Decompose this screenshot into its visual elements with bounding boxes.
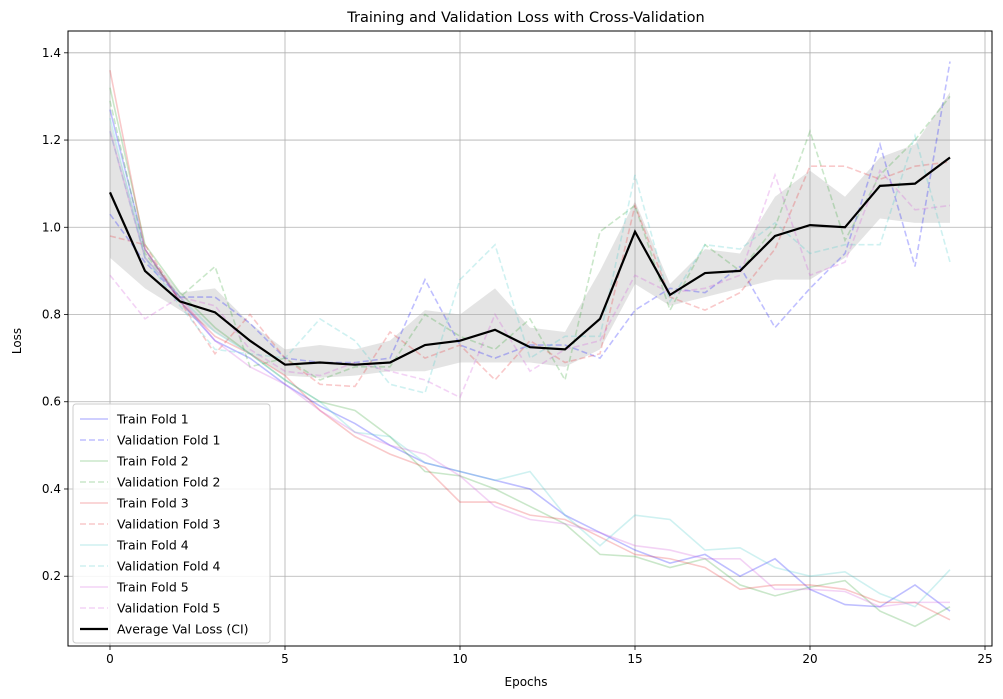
legend-label: Train Fold 5	[116, 580, 189, 595]
series-line-validation-fold-2	[109, 95, 951, 383]
x-tick-label: 25	[977, 652, 992, 666]
legend-label: Train Fold 3	[116, 496, 189, 511]
series-layer	[109, 61, 951, 628]
x-axis-title: Epochs	[505, 675, 548, 689]
legend-label: Train Fold 4	[116, 538, 189, 553]
legend: Train Fold 1 Validation Fold 1 Train Fold …	[72, 403, 271, 644]
x-tick-label: 0	[106, 652, 114, 666]
x-axis-ticks: 0 5 10 15 20 25	[106, 646, 993, 666]
plot-frame	[67, 30, 993, 647]
y-tick-label: 1.2	[42, 133, 61, 147]
confidence-band	[110, 92, 950, 378]
x-tick-label: 5	[281, 652, 289, 666]
average-val-loss-line	[108, 156, 951, 366]
y-axis-title: Loss	[10, 328, 24, 354]
y-tick-label: 1.0	[42, 220, 61, 234]
series-line-train-fold-4	[109, 118, 951, 608]
x-tick-label: 20	[802, 652, 817, 666]
series-line-validation-fold-1	[109, 61, 951, 364]
y-tick-label: 0.6	[42, 395, 61, 409]
series-line-validation-fold-4	[109, 131, 951, 394]
x-tick-label: 10	[452, 652, 467, 666]
x-tick-label: 15	[627, 652, 642, 666]
series-line-train-fold-3	[109, 70, 951, 621]
legend-label: Validation Fold 5	[117, 601, 220, 616]
chart-title: Training and Validation Loss with Cross-…	[346, 10, 704, 26]
legend-label: Validation Fold 3	[117, 517, 220, 532]
legend-label: Train Fold 1	[116, 412, 189, 427]
series-line-train-fold-2	[109, 87, 951, 628]
series-line-validation-fold-5	[109, 169, 951, 399]
average-layer	[108, 156, 951, 366]
series-line-validation-fold-3	[109, 161, 951, 388]
y-tick-label: 0.2	[42, 569, 61, 583]
legend-label: Validation Fold 1	[117, 433, 220, 448]
legend-label: Validation Fold 4	[117, 559, 220, 574]
legend-label: Train Fold 2	[116, 454, 189, 469]
legend-label: Average Val Loss (CI)	[117, 622, 249, 637]
grid-lines	[68, 31, 992, 646]
confidence-interval-layer	[110, 92, 950, 378]
y-tick-label: 0.4	[42, 482, 61, 496]
legend-box	[72, 403, 271, 644]
y-tick-label: 1.4	[42, 46, 61, 60]
y-tick-label: 0.8	[42, 308, 61, 322]
legend-label: Validation Fold 2	[117, 475, 220, 490]
series-line-train-fold-5	[109, 131, 950, 608]
y-axis-ticks: 0.2 0.4 0.6 0.8 1.0 1.2 1.4	[42, 46, 68, 583]
series-line-train-fold-1	[109, 109, 951, 612]
